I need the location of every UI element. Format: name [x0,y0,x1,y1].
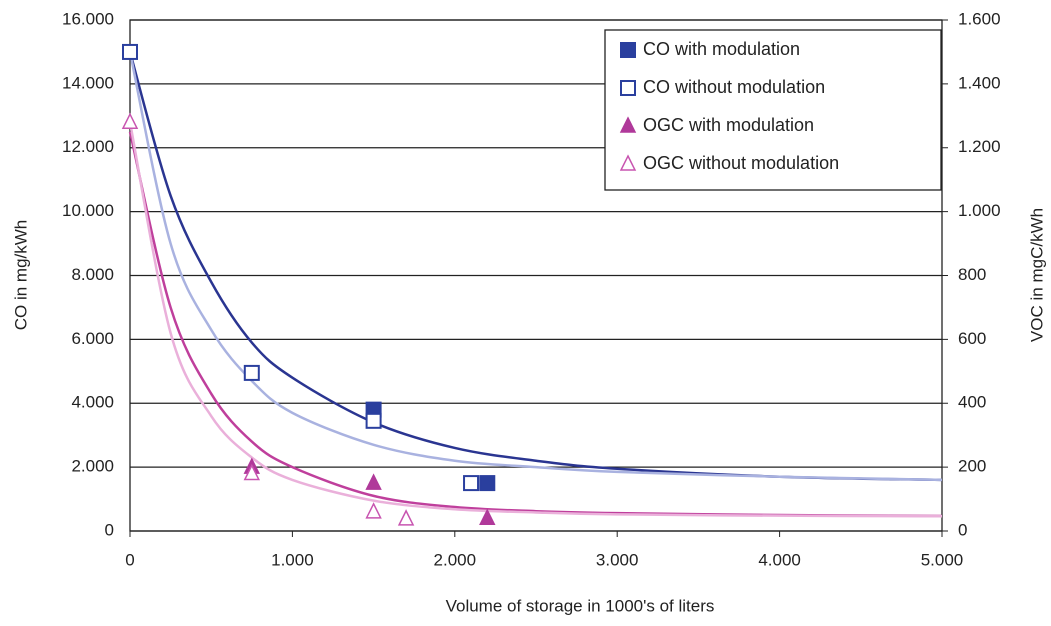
legend-marker [620,80,636,96]
y2-tick-label: 1.000 [958,201,1001,220]
marker [122,43,138,60]
marker [243,463,261,481]
y2-tick-label: 1.600 [958,9,1001,28]
x-tick-label: 4.000 [758,550,801,569]
y-tick-label: 6.000 [71,329,114,348]
y-tick-label: 0 [105,520,114,539]
marker [121,112,139,129]
y-axis-label: CO in mg/kWh [11,220,30,331]
y-tick-label: 2.000 [71,457,114,476]
trendline [128,51,943,482]
x-axis-label: Volume of storage in 1000's of liters [446,596,715,615]
marker [365,412,382,429]
y-tick-label: 12.000 [62,137,114,156]
marker [479,508,496,525]
y-tick-label: 4.000 [71,393,114,412]
y2-tick-label: 600 [958,329,986,348]
legend-label: OGC with modulation [643,115,814,135]
x-tick-label: 5.000 [921,550,964,569]
y-tick-label: 16.000 [62,9,114,28]
y-tick-label: 8.000 [71,265,114,284]
plot-frame [129,19,943,532]
y-tick-label: 10.000 [62,201,114,220]
marker [365,473,382,490]
legend: CO with modulation CO without modulation O… [604,29,942,191]
y2-tick-label: 400 [958,393,986,412]
y2-tick-label: 800 [958,265,986,284]
marker [479,475,496,492]
legend-box [604,29,942,191]
y2-tick-label: 0 [958,520,967,539]
y2-axis-label: VOC in mgC/kWh [1027,208,1046,342]
marker [397,509,415,526]
y-tick-label: 14.000 [62,73,114,92]
x-tick-label: 1.000 [271,550,314,569]
legend-label: CO with modulation [643,39,800,59]
legend-label: OGC without modulation [643,153,839,173]
legend-marker [619,116,637,133]
x-tick-label: 3.000 [596,550,639,569]
x-tick-label: 0 [125,550,134,569]
x-tick-label: 2.000 [434,550,477,569]
marker [463,475,480,492]
y2-tick-label: 200 [958,457,986,476]
legend-label: CO without modulation [643,77,825,97]
y2-tick-label: 1.400 [958,73,1001,92]
trendline [128,121,943,518]
legend-marker [619,154,637,171]
y2-tick-label: 1.200 [958,137,1001,156]
marker [243,364,260,381]
marker [365,502,382,519]
legend-marker [620,42,636,58]
